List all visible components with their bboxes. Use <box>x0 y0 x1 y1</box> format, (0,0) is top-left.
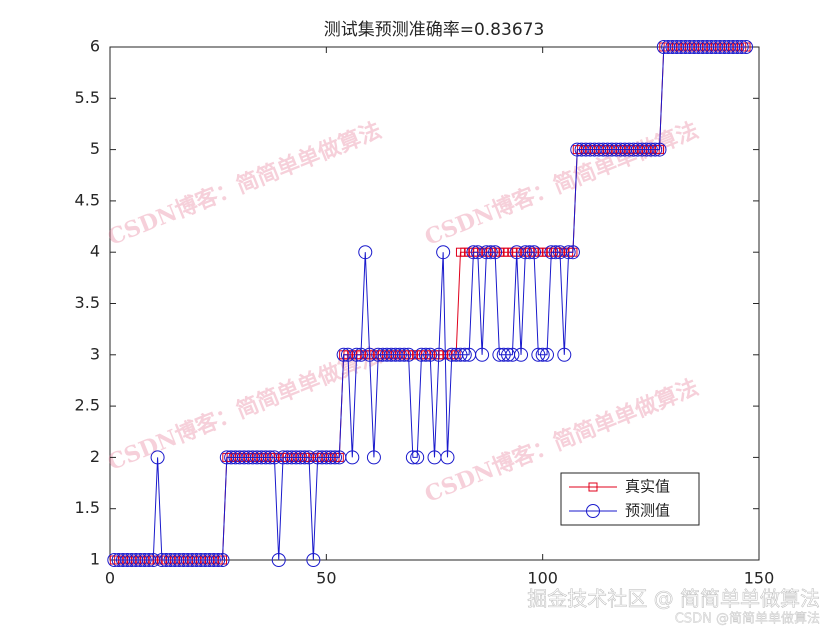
marker <box>206 553 221 567</box>
marker <box>453 347 468 362</box>
marker <box>730 40 745 54</box>
marker <box>150 450 165 465</box>
marker <box>345 450 360 465</box>
marker <box>518 245 533 260</box>
marker <box>557 347 572 362</box>
x-tick-label: 0 <box>105 569 115 588</box>
marker <box>496 347 511 362</box>
marker <box>392 347 407 362</box>
marker <box>457 347 472 362</box>
marker <box>306 553 321 567</box>
marker <box>734 40 749 54</box>
marker <box>527 245 542 260</box>
marker <box>293 450 308 465</box>
y-tick-label: 3 <box>90 344 100 363</box>
marker <box>739 40 754 54</box>
marker <box>586 504 600 518</box>
marker <box>535 347 550 362</box>
marker <box>561 245 576 260</box>
marker <box>414 347 429 362</box>
y-tick-label: 3.5 <box>75 293 100 312</box>
footer-sub: CSDN @简简单单做算法 <box>675 611 820 627</box>
marker <box>488 245 503 260</box>
marker <box>410 450 425 465</box>
marker <box>436 245 451 260</box>
marker <box>211 553 226 567</box>
marker <box>505 347 520 362</box>
marker <box>258 450 273 465</box>
y-tick-label: 2.5 <box>75 396 100 415</box>
x-tick-label: 150 <box>744 569 775 588</box>
y-tick-label: 5.5 <box>75 88 100 107</box>
series-line <box>114 46 747 561</box>
marker <box>565 245 580 260</box>
marker <box>648 142 663 157</box>
marker <box>323 450 338 465</box>
marker <box>271 553 286 567</box>
marker <box>475 347 490 362</box>
chart-title: 测试集预测准确率=0.83673 <box>324 20 545 40</box>
marker <box>652 142 667 157</box>
x-tick-label: 100 <box>527 569 558 588</box>
marker <box>588 482 598 492</box>
y-tick-label: 5 <box>90 139 100 158</box>
y-tick-label: 4.5 <box>75 190 100 209</box>
legend-box <box>560 472 700 526</box>
x-tick-label: 50 <box>316 569 336 588</box>
marker <box>479 245 494 260</box>
marker <box>353 347 368 362</box>
marker <box>643 142 658 157</box>
footer-watermark: 掘金技术社区 @ 简简单单做算法 <box>527 587 820 611</box>
marker <box>327 450 342 465</box>
y-tick-label: 6 <box>90 37 100 56</box>
marker <box>522 245 537 260</box>
y-tick-label: 2 <box>90 447 100 466</box>
marker <box>215 553 230 567</box>
marker <box>358 245 373 260</box>
legend-label: 真实值 <box>625 478 670 496</box>
y-tick-label: 1.5 <box>75 498 100 517</box>
marker <box>423 347 438 362</box>
marker <box>366 450 381 465</box>
y-tick-label: 4 <box>90 242 100 261</box>
marker <box>397 347 412 362</box>
y-tick-label: 1 <box>90 550 100 569</box>
marker <box>440 450 455 465</box>
marker <box>539 347 554 362</box>
marker <box>514 347 529 362</box>
marker <box>137 553 152 567</box>
legend-label: 预测值 <box>625 502 670 520</box>
marker <box>405 450 420 465</box>
marker <box>531 347 546 362</box>
marker <box>483 245 498 260</box>
marker <box>544 245 559 260</box>
